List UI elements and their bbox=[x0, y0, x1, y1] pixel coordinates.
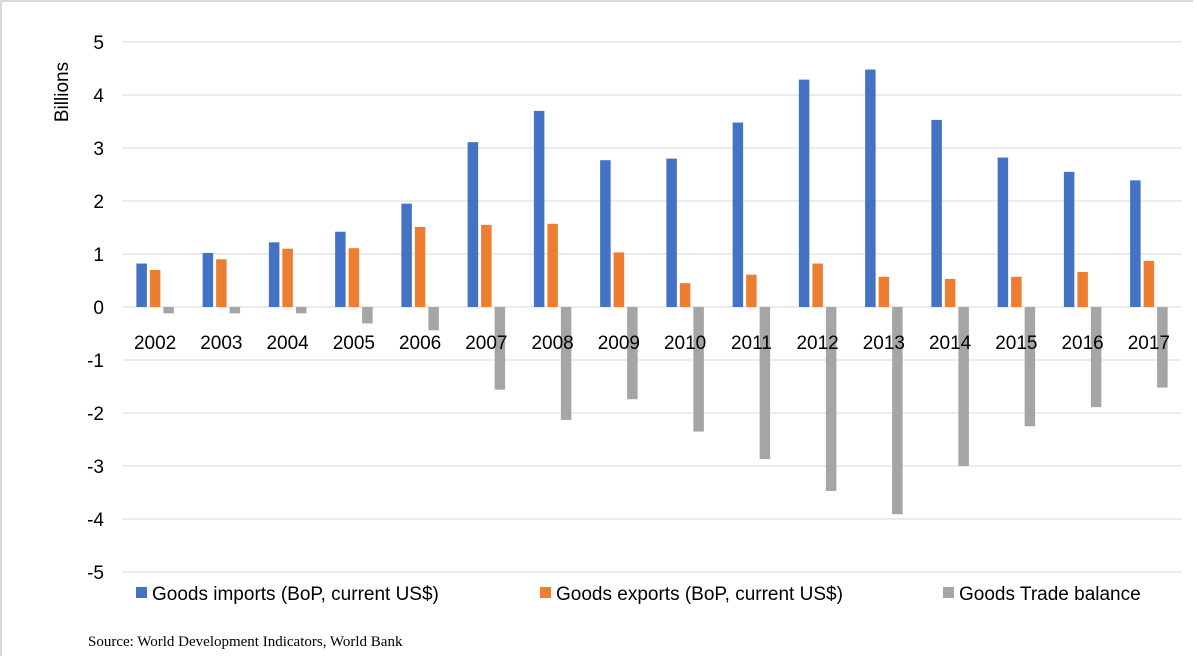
legend-label: Goods exports (BoP, current US$) bbox=[556, 584, 843, 605]
y-tick-label: -5 bbox=[87, 563, 104, 584]
bar-imports-2007 bbox=[467, 142, 479, 307]
bar-trade-2012 bbox=[825, 307, 837, 491]
x-tick-label: 2009 bbox=[598, 333, 640, 354]
bar-imports-2010 bbox=[666, 158, 677, 307]
bar-trade-2005 bbox=[362, 307, 373, 324]
gridlines bbox=[122, 41, 1182, 573]
bar-trade-2004 bbox=[295, 307, 307, 314]
y-tick-label: -3 bbox=[87, 457, 104, 478]
bar-trade-2015 bbox=[1024, 307, 1036, 427]
bar-trade-2003 bbox=[229, 307, 241, 314]
x-tick-label: 2010 bbox=[664, 333, 706, 354]
y-tick-label: 0 bbox=[93, 298, 104, 319]
legend-swatch bbox=[540, 587, 551, 598]
bar-trade-2016 bbox=[1090, 307, 1102, 408]
bar-imports-2004 bbox=[268, 242, 280, 307]
x-tick-labels: 2002 2003 2004 2005 2006 2007 2008 2009 2010 2011… bbox=[134, 333, 1170, 354]
bar-exports-2004 bbox=[282, 248, 293, 307]
bar-imports-2002 bbox=[136, 263, 147, 307]
y-axis-label: Billions bbox=[52, 62, 73, 122]
y-tick-label: 5 bbox=[93, 33, 104, 54]
bar-trade-2014 bbox=[958, 307, 969, 466]
bar-exports-2017 bbox=[1143, 260, 1155, 307]
bar-imports-2011 bbox=[732, 122, 744, 307]
bar-imports-2009 bbox=[600, 160, 611, 307]
bar-exports-2003 bbox=[216, 259, 227, 307]
bar-trade-2017 bbox=[1157, 307, 1168, 388]
bar-exports-2009 bbox=[613, 252, 625, 307]
y-tick-label: 1 bbox=[93, 245, 104, 266]
bar-exports-2014 bbox=[944, 278, 956, 307]
bar-imports-2014 bbox=[931, 119, 942, 307]
bar-exports-2007 bbox=[481, 224, 492, 307]
x-tick-label: 2013 bbox=[863, 333, 905, 354]
bar-trade-2002 bbox=[163, 307, 174, 314]
bar-exports-2010 bbox=[679, 283, 691, 307]
x-tick-label: 2011 bbox=[731, 333, 772, 354]
bar-imports-2006 bbox=[401, 203, 412, 307]
y-tick-label: 3 bbox=[93, 139, 104, 160]
bar-trade-2006 bbox=[428, 307, 439, 331]
bar-imports-2013 bbox=[865, 69, 876, 307]
y-tick-label: -4 bbox=[87, 510, 104, 531]
x-tick-label: 2007 bbox=[465, 333, 507, 354]
bar-imports-2015 bbox=[997, 157, 1009, 307]
x-tick-label: 2005 bbox=[333, 333, 375, 354]
bar-trade-2008 bbox=[560, 307, 572, 420]
bar-trade-2013 bbox=[892, 307, 903, 515]
bar-exports-2015 bbox=[1011, 276, 1022, 307]
y-tick-label: -2 bbox=[87, 404, 104, 425]
bar-imports-2016 bbox=[1063, 171, 1075, 307]
y-tick-label: -1 bbox=[87, 351, 104, 372]
x-tick-label: 2003 bbox=[200, 333, 242, 354]
legend-swatch bbox=[136, 587, 147, 598]
y-tick-labels: 5 4 3 2 1 0 -1 -2 -3 -4 -5 bbox=[87, 33, 104, 584]
bar-exports-2002 bbox=[149, 269, 161, 307]
bar-imports-2005 bbox=[335, 231, 346, 307]
bar-imports-2017 bbox=[1130, 180, 1141, 307]
source-note: Source: World Development Indicators, Wo… bbox=[88, 634, 403, 650]
bar-exports-2006 bbox=[414, 226, 426, 307]
x-tick-label: 2008 bbox=[531, 333, 573, 354]
bar-trade-2011 bbox=[759, 307, 771, 460]
bar-exports-2013 bbox=[878, 276, 890, 307]
x-tick-label: 2014 bbox=[929, 333, 972, 354]
x-tick-label: 2017 bbox=[1128, 333, 1170, 354]
x-tick-label: 2012 bbox=[796, 333, 838, 354]
y-tick-label: 2 bbox=[93, 192, 104, 213]
y-tick-label: 4 bbox=[93, 86, 104, 107]
x-tick-label: 2006 bbox=[399, 333, 441, 354]
bar-exports-2011 bbox=[746, 274, 757, 307]
legend: Goods imports (BoP, current US$) Goods ex… bbox=[136, 584, 1141, 605]
bar-imports-2012 bbox=[798, 79, 810, 307]
bars bbox=[136, 69, 1168, 515]
x-tick-label: 2015 bbox=[995, 333, 1037, 354]
legend-swatch bbox=[943, 587, 954, 598]
bar-trade-2007 bbox=[494, 307, 506, 390]
bar-imports-2003 bbox=[202, 252, 214, 307]
x-tick-label: 2016 bbox=[1061, 333, 1103, 354]
bar-imports-2008 bbox=[533, 110, 545, 308]
bar-trade-2010 bbox=[693, 307, 704, 432]
bar-exports-2005 bbox=[348, 248, 360, 307]
bar-exports-2016 bbox=[1077, 272, 1088, 307]
bar-exports-2008 bbox=[547, 223, 558, 307]
bar-exports-2012 bbox=[812, 263, 823, 307]
bar-trade-2009 bbox=[627, 307, 638, 400]
legend-label: Goods Trade balance bbox=[959, 584, 1141, 605]
x-tick-label: 2004 bbox=[266, 333, 309, 354]
legend-label: Goods imports (BoP, current US$) bbox=[152, 584, 439, 605]
x-tick-label: 2002 bbox=[134, 333, 176, 354]
